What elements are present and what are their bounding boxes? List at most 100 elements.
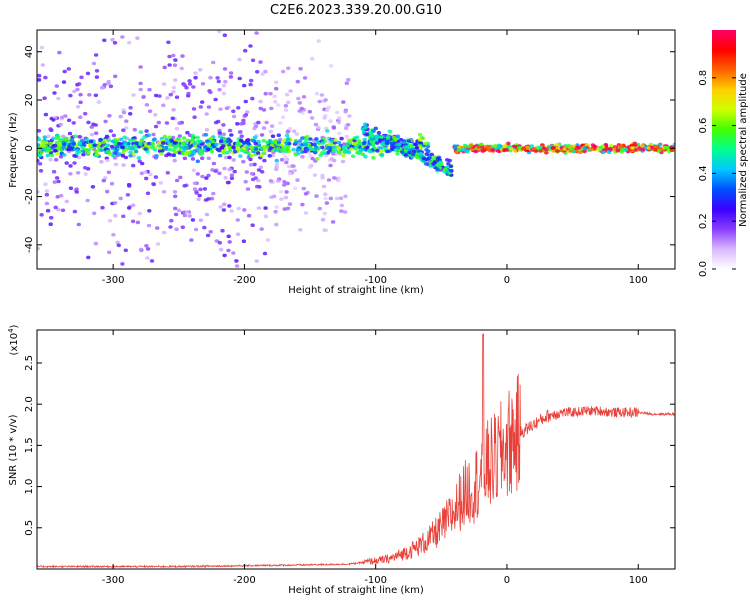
heatmap-cell xyxy=(135,220,141,225)
heatmap-cell xyxy=(219,146,225,150)
snr-x-ticks: -300 -200 -100 0 100 xyxy=(102,330,648,586)
heatmap-cell xyxy=(118,114,123,119)
heatmap-cell xyxy=(54,157,59,162)
heatmap-cell xyxy=(244,138,250,143)
heatmap-cell xyxy=(53,205,58,210)
heatmap-cell xyxy=(171,108,176,112)
heatmap-cell xyxy=(99,148,104,153)
heatmap-cell xyxy=(37,143,41,147)
heatmap-cell xyxy=(99,160,104,164)
heatmap-cell xyxy=(502,144,507,148)
heatmap-cell xyxy=(63,114,68,118)
heatmap-cell xyxy=(291,147,296,152)
heatmap-cell xyxy=(295,79,300,84)
heatmap-cell xyxy=(229,209,234,213)
heatmap-cell xyxy=(393,148,398,152)
heatmap-cell xyxy=(326,105,331,110)
heatmap-cell xyxy=(236,206,241,211)
heatmap-cell xyxy=(649,142,654,147)
x-tick-label: -200 xyxy=(233,275,256,286)
heatmap-cell xyxy=(192,181,198,186)
heatmap-cell xyxy=(590,143,596,147)
heatmap-cell xyxy=(222,166,227,171)
heatmap-cell xyxy=(425,144,431,149)
heatmap-cell xyxy=(598,146,603,150)
heatmap-cell xyxy=(285,206,291,211)
heatmap-cell xyxy=(334,196,340,201)
heatmap-cell xyxy=(270,134,276,138)
heatmap-cell xyxy=(52,143,58,148)
heatmap-cell xyxy=(239,122,244,126)
heatmap-cell xyxy=(169,138,174,142)
heatmap-cell xyxy=(411,152,416,157)
heatmap-cell xyxy=(68,172,73,176)
heatmap-cell xyxy=(286,66,291,70)
heatmap-cell xyxy=(608,146,613,151)
heatmap-cell xyxy=(447,158,452,163)
heatmap-cell xyxy=(370,143,376,147)
heatmap-cell xyxy=(268,146,273,150)
heatmap-cell xyxy=(147,87,152,92)
heatmap-cell xyxy=(261,108,267,112)
heatmap-cell xyxy=(254,259,259,263)
heatmap-cell xyxy=(118,137,124,142)
heatmap-cell xyxy=(210,168,215,172)
y-tick-label: 0 xyxy=(24,145,35,151)
heatmap-cell xyxy=(112,41,118,45)
heatmap-cell xyxy=(190,133,196,138)
heatmap-cell xyxy=(116,243,122,248)
heatmap-cell xyxy=(224,106,230,111)
heatmap-cell xyxy=(322,116,327,120)
heatmap-cell xyxy=(261,25,265,29)
heatmap-cell xyxy=(110,37,115,42)
heatmap-cell xyxy=(204,212,210,217)
heatmap-cell xyxy=(276,103,281,107)
heatmap-cell xyxy=(144,244,149,248)
heatmap-cell xyxy=(173,194,178,199)
heatmap-cell xyxy=(159,152,164,156)
heatmap-cell xyxy=(222,202,227,207)
heatmap-cell xyxy=(225,150,230,155)
heatmap-cell xyxy=(653,148,658,152)
heatmap-cell xyxy=(111,233,116,237)
heatmap-cell xyxy=(300,136,305,140)
heatmap-cell xyxy=(164,121,170,125)
heatmap-cell xyxy=(308,146,313,150)
heatmap-cell xyxy=(180,54,185,58)
heatmap-cell xyxy=(195,172,200,176)
heatmap-cell xyxy=(583,146,588,150)
heatmap-cell xyxy=(218,107,223,111)
heatmap-cell xyxy=(236,106,241,110)
heatmap-cell xyxy=(200,174,205,179)
colorbar-label: Normalized spectral amplitude xyxy=(738,73,749,227)
heatmap-cell xyxy=(152,137,157,141)
heatmap-cell xyxy=(148,172,153,177)
heatmap-cell xyxy=(74,187,79,191)
heatmap-cell xyxy=(205,233,211,238)
heatmap-cell xyxy=(156,120,161,125)
heatmap-cell xyxy=(431,162,436,166)
heatmap-cell xyxy=(72,209,78,214)
heatmap-cell xyxy=(81,152,86,157)
heatmap-cell xyxy=(37,246,40,251)
heatmap-cell xyxy=(184,85,189,90)
heatmap-cell xyxy=(582,149,587,154)
heatmap-cell xyxy=(339,203,345,208)
heatmap-cell xyxy=(438,161,444,165)
heatmap-cell xyxy=(162,134,167,139)
heatmap-cell xyxy=(274,86,279,91)
heatmap-cell xyxy=(227,204,232,208)
heatmap-cell xyxy=(213,97,218,102)
heatmap-cell xyxy=(195,135,200,140)
heatmap-cell xyxy=(145,256,150,260)
heatmap-cell xyxy=(340,159,346,164)
heatmap-cell xyxy=(134,149,139,154)
heatmap-cell xyxy=(294,132,300,136)
heatmap-cell xyxy=(69,146,74,150)
heatmap-cell xyxy=(301,95,307,99)
heatmap-cell xyxy=(258,15,262,19)
heatmap-cell xyxy=(422,141,428,146)
heatmap-cell xyxy=(575,145,580,149)
heatmap-cell xyxy=(292,129,297,133)
